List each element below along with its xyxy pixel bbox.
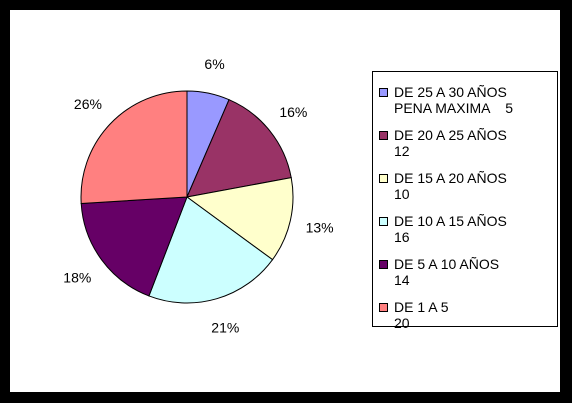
legend-swatch [379, 303, 388, 312]
chart-area: 6% 16% 13% 21% 18% 26% DE 25 A 30 AÑOS PENA M… [10, 10, 560, 392]
pie-slice [186, 99, 292, 198]
pie-chart: 6% 16% 13% 21% 18% 26% [63, 56, 334, 336]
slice-percent-label: 21% [211, 319, 239, 335]
legend-swatch [379, 260, 388, 269]
slice-percent-label: 6% [204, 56, 224, 72]
pie-slice [148, 196, 274, 304]
legend-label: DE 20 A 25 AÑOS 12 [394, 127, 507, 159]
legend-label: DE 5 A 10 AÑOS 14 [394, 256, 500, 288]
slice-percent-label: 16% [279, 104, 307, 120]
legend-label: DE 1 A 5 20 [394, 299, 449, 331]
slice-percent-label: 18% [63, 269, 91, 285]
legend: DE 25 A 30 AÑOS PENA MAXIMA 5 DE 20 A 25… [372, 71, 558, 331]
legend-swatch [379, 217, 388, 226]
legend-swatch [379, 88, 388, 97]
slice-percent-label: 26% [74, 96, 102, 112]
legend-label: DE 15 A 20 AÑOS 10 [394, 170, 507, 202]
legend-swatch [379, 174, 388, 183]
legend-label: DE 25 A 30 AÑOS PENA MAXIMA 5 [394, 84, 514, 116]
legend-label: DE 10 A 15 AÑOS 16 [394, 213, 507, 245]
legend-swatch [379, 131, 388, 140]
pie-slice [185, 177, 294, 261]
pie-slice [80, 90, 188, 205]
slice-percent-label: 13% [306, 219, 334, 235]
pie-slice [80, 196, 188, 297]
